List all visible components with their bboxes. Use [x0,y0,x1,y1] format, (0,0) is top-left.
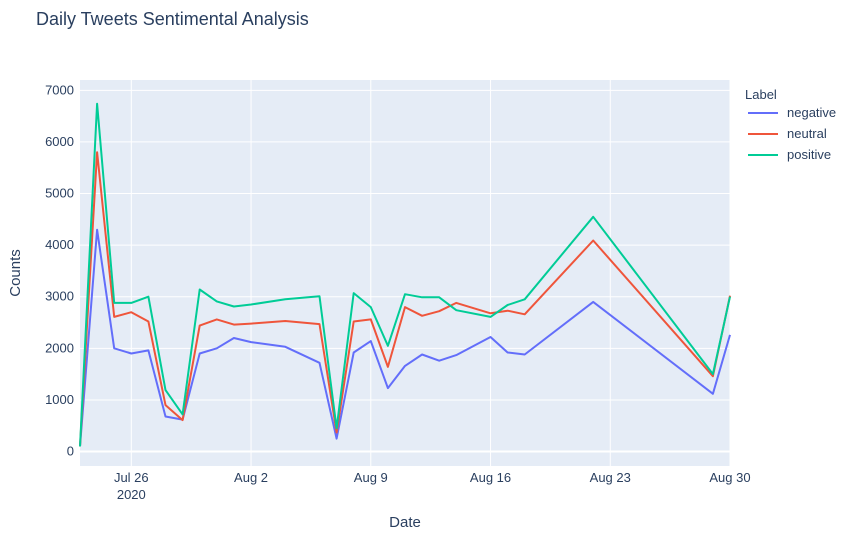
legend[interactable]: Label negative neutral positive [745,87,836,162]
x-tick-label: Aug 2 [234,470,268,485]
series-line-negative[interactable] [79,228,731,447]
y-tick-label: 5000 [45,186,74,201]
y-tick-label: 0 [67,444,74,459]
chart-title: Daily Tweets Sentimental Analysis [36,9,309,29]
series-lines[interactable] [79,102,731,447]
tick-labels: 0 1000 2000 3000 4000 5000 6000 7000 Jul 26 2020 A… [45,82,751,502]
y-tick-label: 3000 [45,289,74,304]
y-tick-label: 4000 [45,237,74,252]
y-tick-label: 2000 [45,340,74,355]
x-tick-label: Aug 9 [354,470,388,485]
series-line-positive[interactable] [79,102,731,447]
x-tick-label: Jul 26 [114,470,149,485]
legend-item-negative[interactable]: negative [787,105,836,120]
y-tick-label: 1000 [45,392,74,407]
y-tick-label: 6000 [45,134,74,149]
legend-title: Label [745,87,777,102]
x-tick-label: Aug 23 [590,470,631,485]
grid-lines [80,80,731,466]
y-axis-title: Counts [7,249,24,297]
legend-item-positive[interactable]: positive [787,147,831,162]
x-tick-label: Aug 16 [470,470,511,485]
x-tick-sublabel: 2020 [117,487,146,502]
series-line-neutral[interactable] [79,151,731,447]
x-axis-title: Date [389,514,421,531]
x-tick-label: Aug 30 [709,470,750,485]
y-tick-label: 7000 [45,82,74,97]
legend-item-neutral[interactable]: neutral [787,126,827,141]
